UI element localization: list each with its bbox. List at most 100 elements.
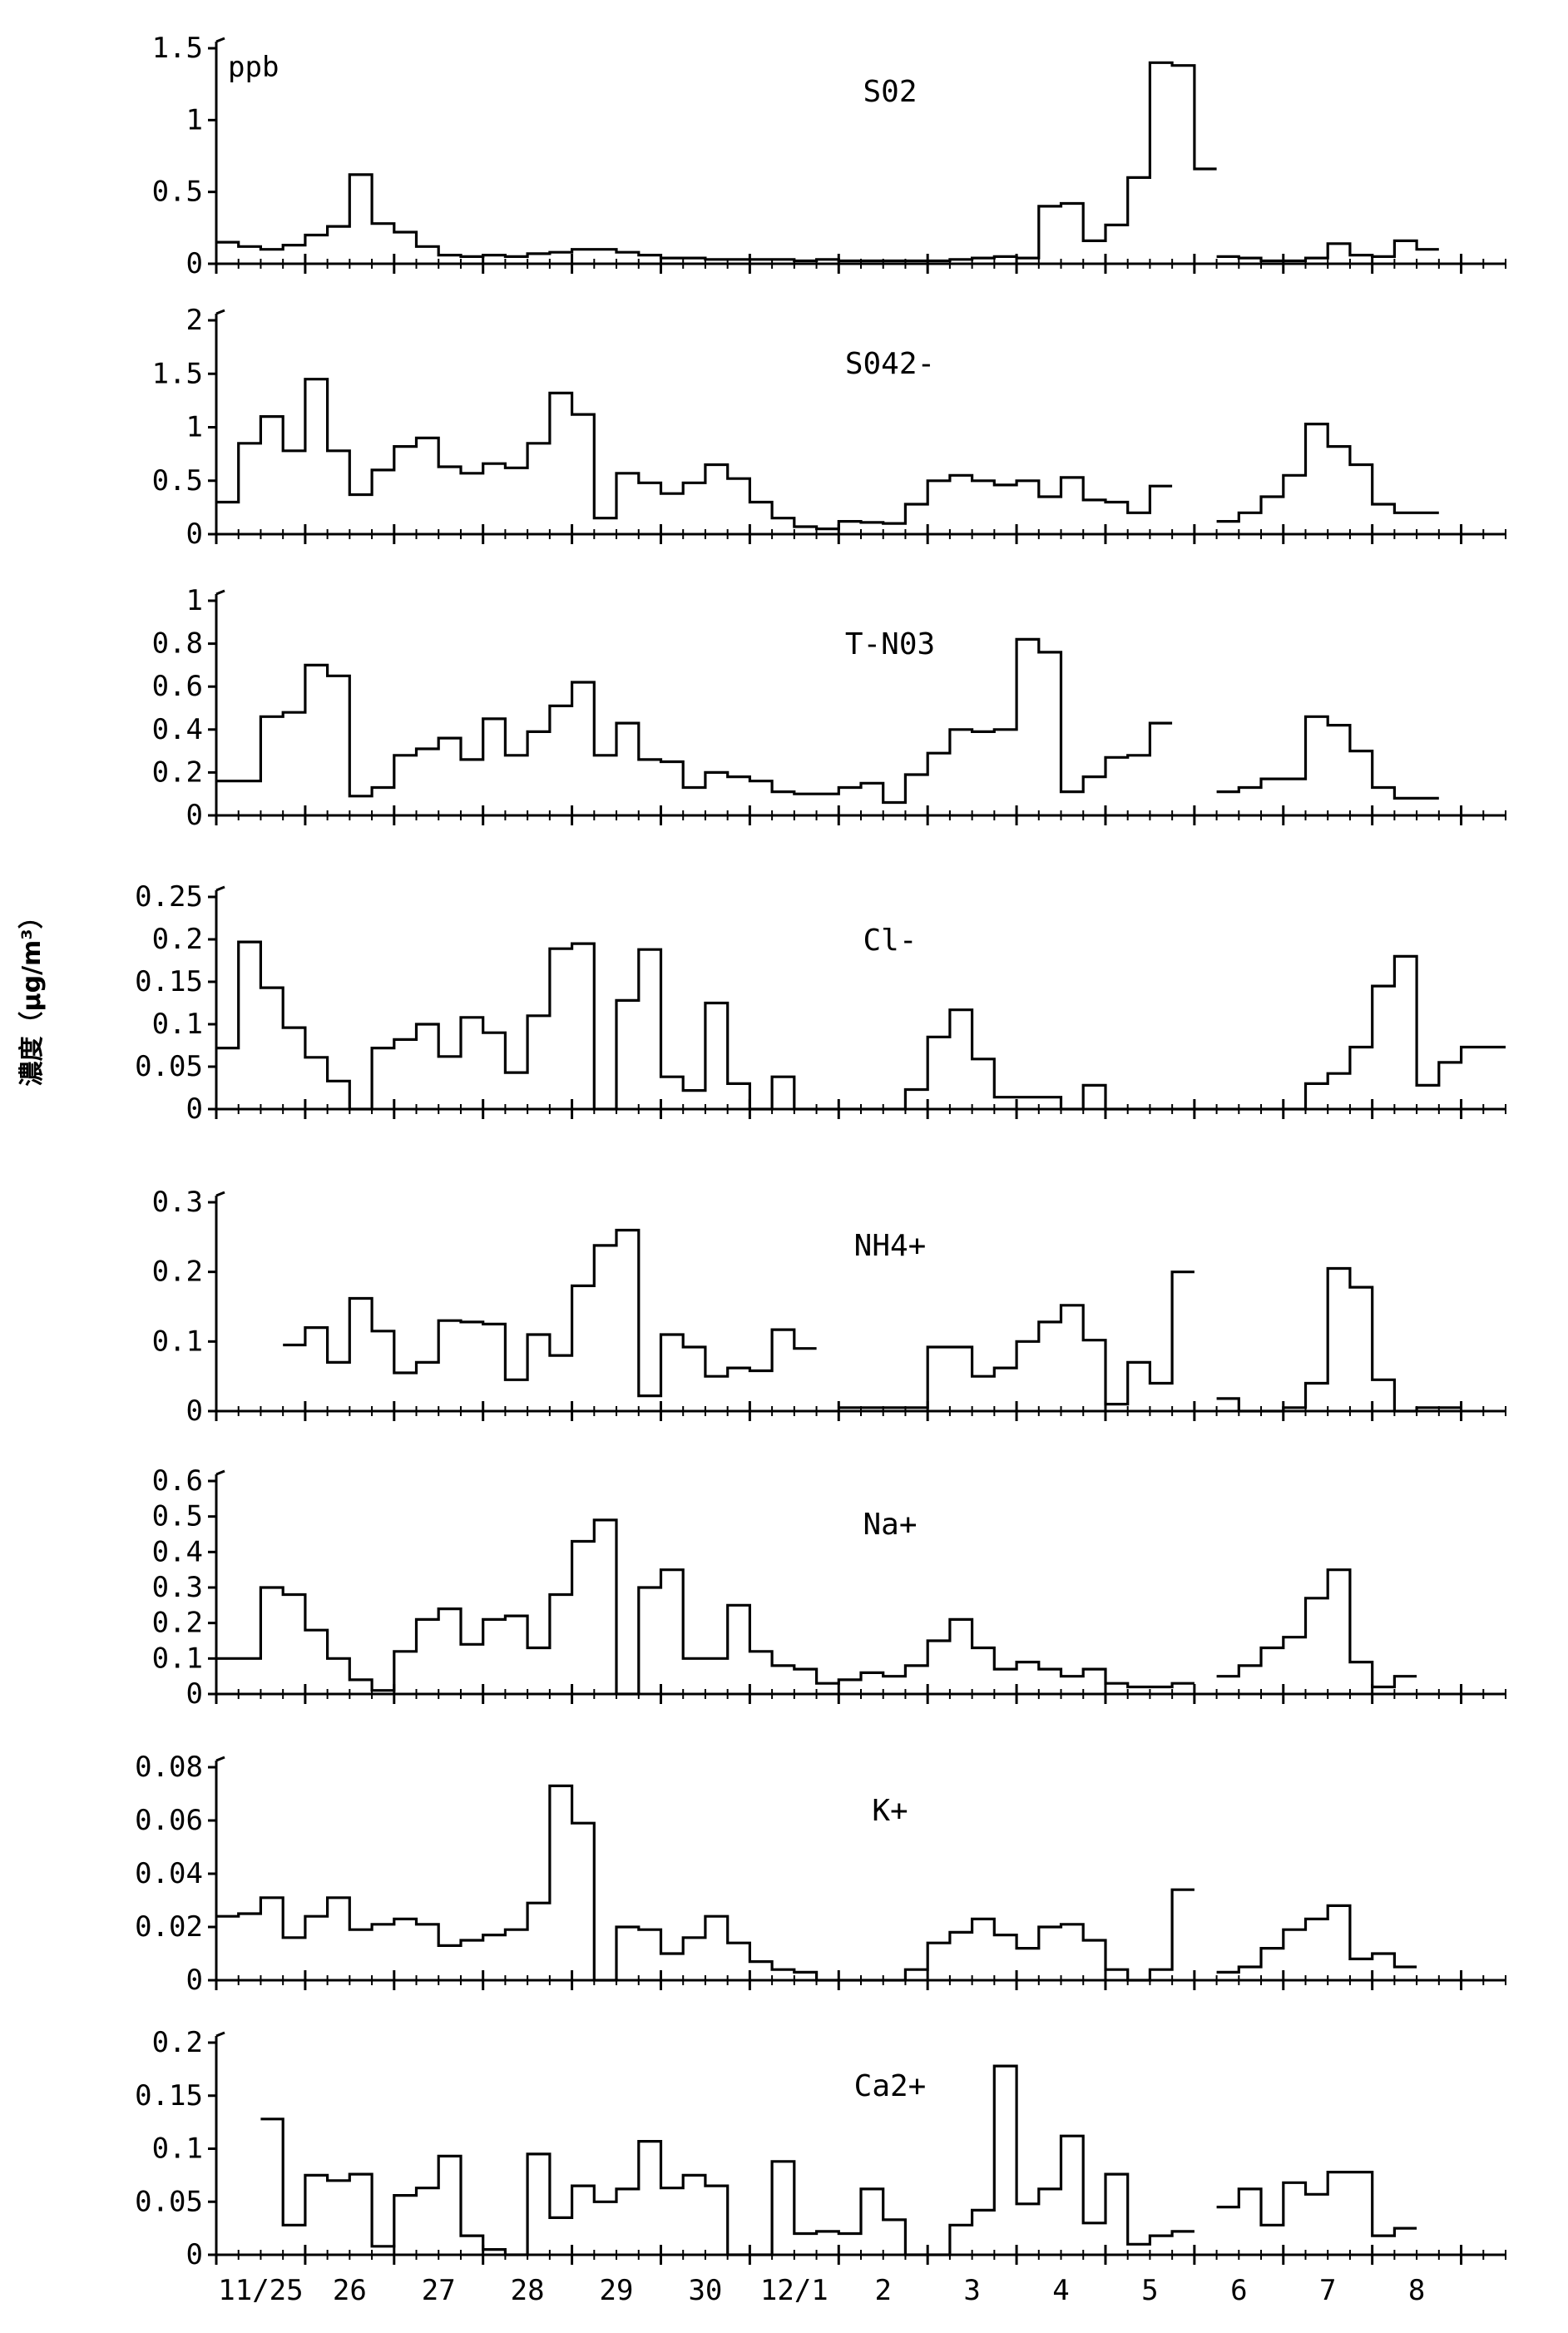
series-step-line bbox=[1216, 239, 1439, 263]
x-tick-label: 26 bbox=[333, 2274, 367, 2307]
series-step-line bbox=[1216, 1568, 1417, 1689]
y-tick-label: 0.6 bbox=[152, 670, 203, 703]
y-tick-label: 0.1 bbox=[152, 1325, 203, 1358]
y-tick-label: 1.5 bbox=[152, 357, 203, 390]
series-step-line bbox=[216, 1784, 1195, 1982]
x-axis-tick-labels: 11/25 26 27 28 29 30 12/1 2 3 4 5 6 7 8 bbox=[218, 2274, 1425, 2307]
y-tick-label: 0 bbox=[186, 799, 203, 832]
panel-7: 0 0.02 0.04 0.06 0.08 K+ bbox=[135, 1751, 1506, 1997]
y-tick-label: 0 bbox=[186, 1394, 203, 1428]
y-tick-label: 0.4 bbox=[152, 1535, 203, 1568]
x-tick-label: 3 bbox=[963, 2274, 980, 2307]
y-tick-label: 0.2 bbox=[152, 923, 203, 956]
series-step-line bbox=[1216, 2171, 1417, 2237]
x-tick-label: 4 bbox=[1052, 2274, 1069, 2307]
y-tick-label: 0 bbox=[186, 2238, 203, 2271]
y-tick-label: 0 bbox=[186, 1677, 203, 1711]
series-step-line bbox=[216, 61, 1217, 263]
y-tick-label: 1 bbox=[186, 103, 203, 136]
x-tick-label: 7 bbox=[1319, 2274, 1336, 2307]
panel-5: 0 0.1 0.2 0.3 NH4+ bbox=[152, 1186, 1506, 1428]
y-tick-label: 0.4 bbox=[152, 713, 203, 746]
x-tick-label: 29 bbox=[600, 2274, 634, 2307]
y-tick-label: 0.2 bbox=[152, 1607, 203, 1640]
x-tick-label: 27 bbox=[422, 2274, 456, 2307]
chart-panels: 00.511.5ppbS0200.511.52S042-00.20.40.60.… bbox=[135, 32, 1506, 2271]
panel-title: S042- bbox=[845, 347, 935, 381]
y-tick-label: 0.1 bbox=[152, 1008, 203, 1041]
series-step-line bbox=[1216, 423, 1439, 523]
series-step-line bbox=[838, 1271, 1195, 1409]
y-axis-cap bbox=[215, 1191, 225, 1197]
panel-6: 00.10.20.30.40.50.6 Na+ bbox=[152, 1464, 1506, 1711]
y-axis-label: 濃度（μg/m³） bbox=[17, 904, 47, 1087]
panel-4: 0 0.05 0.1 0.15 0.2 0.25 Cl- bbox=[135, 880, 1506, 1126]
unit-label: ppb bbox=[228, 51, 279, 84]
series-step-line bbox=[216, 940, 1506, 1111]
y-tick-label: 0.02 bbox=[135, 1910, 203, 1944]
x-tick-label: 11/25 bbox=[218, 2274, 303, 2307]
y-tick-label: 0.05 bbox=[135, 2185, 203, 2218]
y-tick-label: 0.3 bbox=[152, 1571, 203, 1604]
y-tick-label: 0.06 bbox=[135, 1804, 203, 1837]
panel-title: NH4+ bbox=[854, 1229, 927, 1263]
y-axis-cap bbox=[215, 589, 225, 596]
panel-title: K+ bbox=[872, 1794, 908, 1828]
panel-title: Na+ bbox=[863, 1508, 917, 1542]
y-tick-label: 0.15 bbox=[135, 2079, 203, 2113]
panel-title: Ca2+ bbox=[854, 2069, 927, 2103]
y-tick-label: 0.2 bbox=[152, 2026, 203, 2059]
series-step-line bbox=[260, 2064, 1195, 2256]
y-tick-label: 0 bbox=[186, 247, 203, 280]
y-tick-label: 0.2 bbox=[152, 755, 203, 789]
series-step-line bbox=[283, 1228, 817, 1398]
x-tick-label: 6 bbox=[1230, 2274, 1247, 2307]
y-tick-label: 0.5 bbox=[152, 464, 203, 498]
y-axis-cap bbox=[215, 885, 225, 892]
series-step-line bbox=[216, 1518, 1195, 1696]
series-step-line bbox=[216, 378, 1173, 531]
panel-8: 0 0.05 0.1 0.15 0.2 Ca2+ bbox=[135, 2026, 1506, 2271]
y-tick-label: 0.3 bbox=[152, 1186, 203, 1219]
y-tick-label: 0.04 bbox=[135, 1857, 203, 1890]
series-step-line bbox=[1216, 715, 1439, 800]
y-axis-cap bbox=[215, 1469, 225, 1476]
y-tick-label: 1 bbox=[186, 584, 203, 617]
x-tick-label: 2 bbox=[874, 2274, 891, 2307]
series-step-line bbox=[1216, 1904, 1417, 1974]
y-tick-label: 0.6 bbox=[152, 1464, 203, 1498]
y-tick-label: 0 bbox=[186, 518, 203, 551]
y-axis-cap bbox=[215, 2031, 225, 2038]
y-axis-cap bbox=[215, 1756, 225, 1762]
y-tick-label: 0 bbox=[186, 1964, 203, 1997]
panel-2: 0 0.5 1 1.5 2 S042- bbox=[152, 304, 1506, 551]
y-tick-label: 0.8 bbox=[152, 627, 203, 661]
y-tick-label: 0.05 bbox=[135, 1050, 203, 1083]
y-tick-label: 0.5 bbox=[152, 1500, 203, 1533]
panel-title: S02 bbox=[863, 75, 917, 109]
y-axis-cap bbox=[215, 309, 225, 315]
panel-title: Cl- bbox=[863, 924, 917, 958]
y-tick-label: 0.08 bbox=[135, 1751, 203, 1784]
y-tick-label: 0.1 bbox=[152, 1642, 203, 1675]
y-tick-label: 0.2 bbox=[152, 1256, 203, 1289]
panel-1: 0 0.5 1 1.5 ppb S02 bbox=[152, 32, 1506, 280]
series-step-line bbox=[1216, 1266, 1462, 1413]
y-tick-label: 0.1 bbox=[152, 2132, 203, 2166]
x-tick-label: 12/1 bbox=[760, 2274, 829, 2307]
y-tick-label: 1.5 bbox=[152, 32, 203, 65]
y-tick-label: 0.25 bbox=[135, 880, 203, 914]
y-tick-label: 0.15 bbox=[135, 965, 203, 998]
y-tick-label: 0 bbox=[186, 1092, 203, 1126]
y-tick-label: 1 bbox=[186, 411, 203, 444]
series-step-line bbox=[216, 637, 1173, 805]
x-tick-label: 5 bbox=[1141, 2274, 1158, 2307]
x-tick-label: 28 bbox=[511, 2274, 545, 2307]
x-tick-label: 8 bbox=[1408, 2274, 1425, 2307]
x-tick-label: 30 bbox=[688, 2274, 722, 2307]
y-axis-cap bbox=[215, 37, 225, 43]
panel-title: T-N03 bbox=[845, 627, 935, 661]
y-tick-label: 0.5 bbox=[152, 176, 203, 209]
panel-3: 0 0.2 0.4 0.6 0.8 1 T-N03 bbox=[152, 584, 1506, 832]
